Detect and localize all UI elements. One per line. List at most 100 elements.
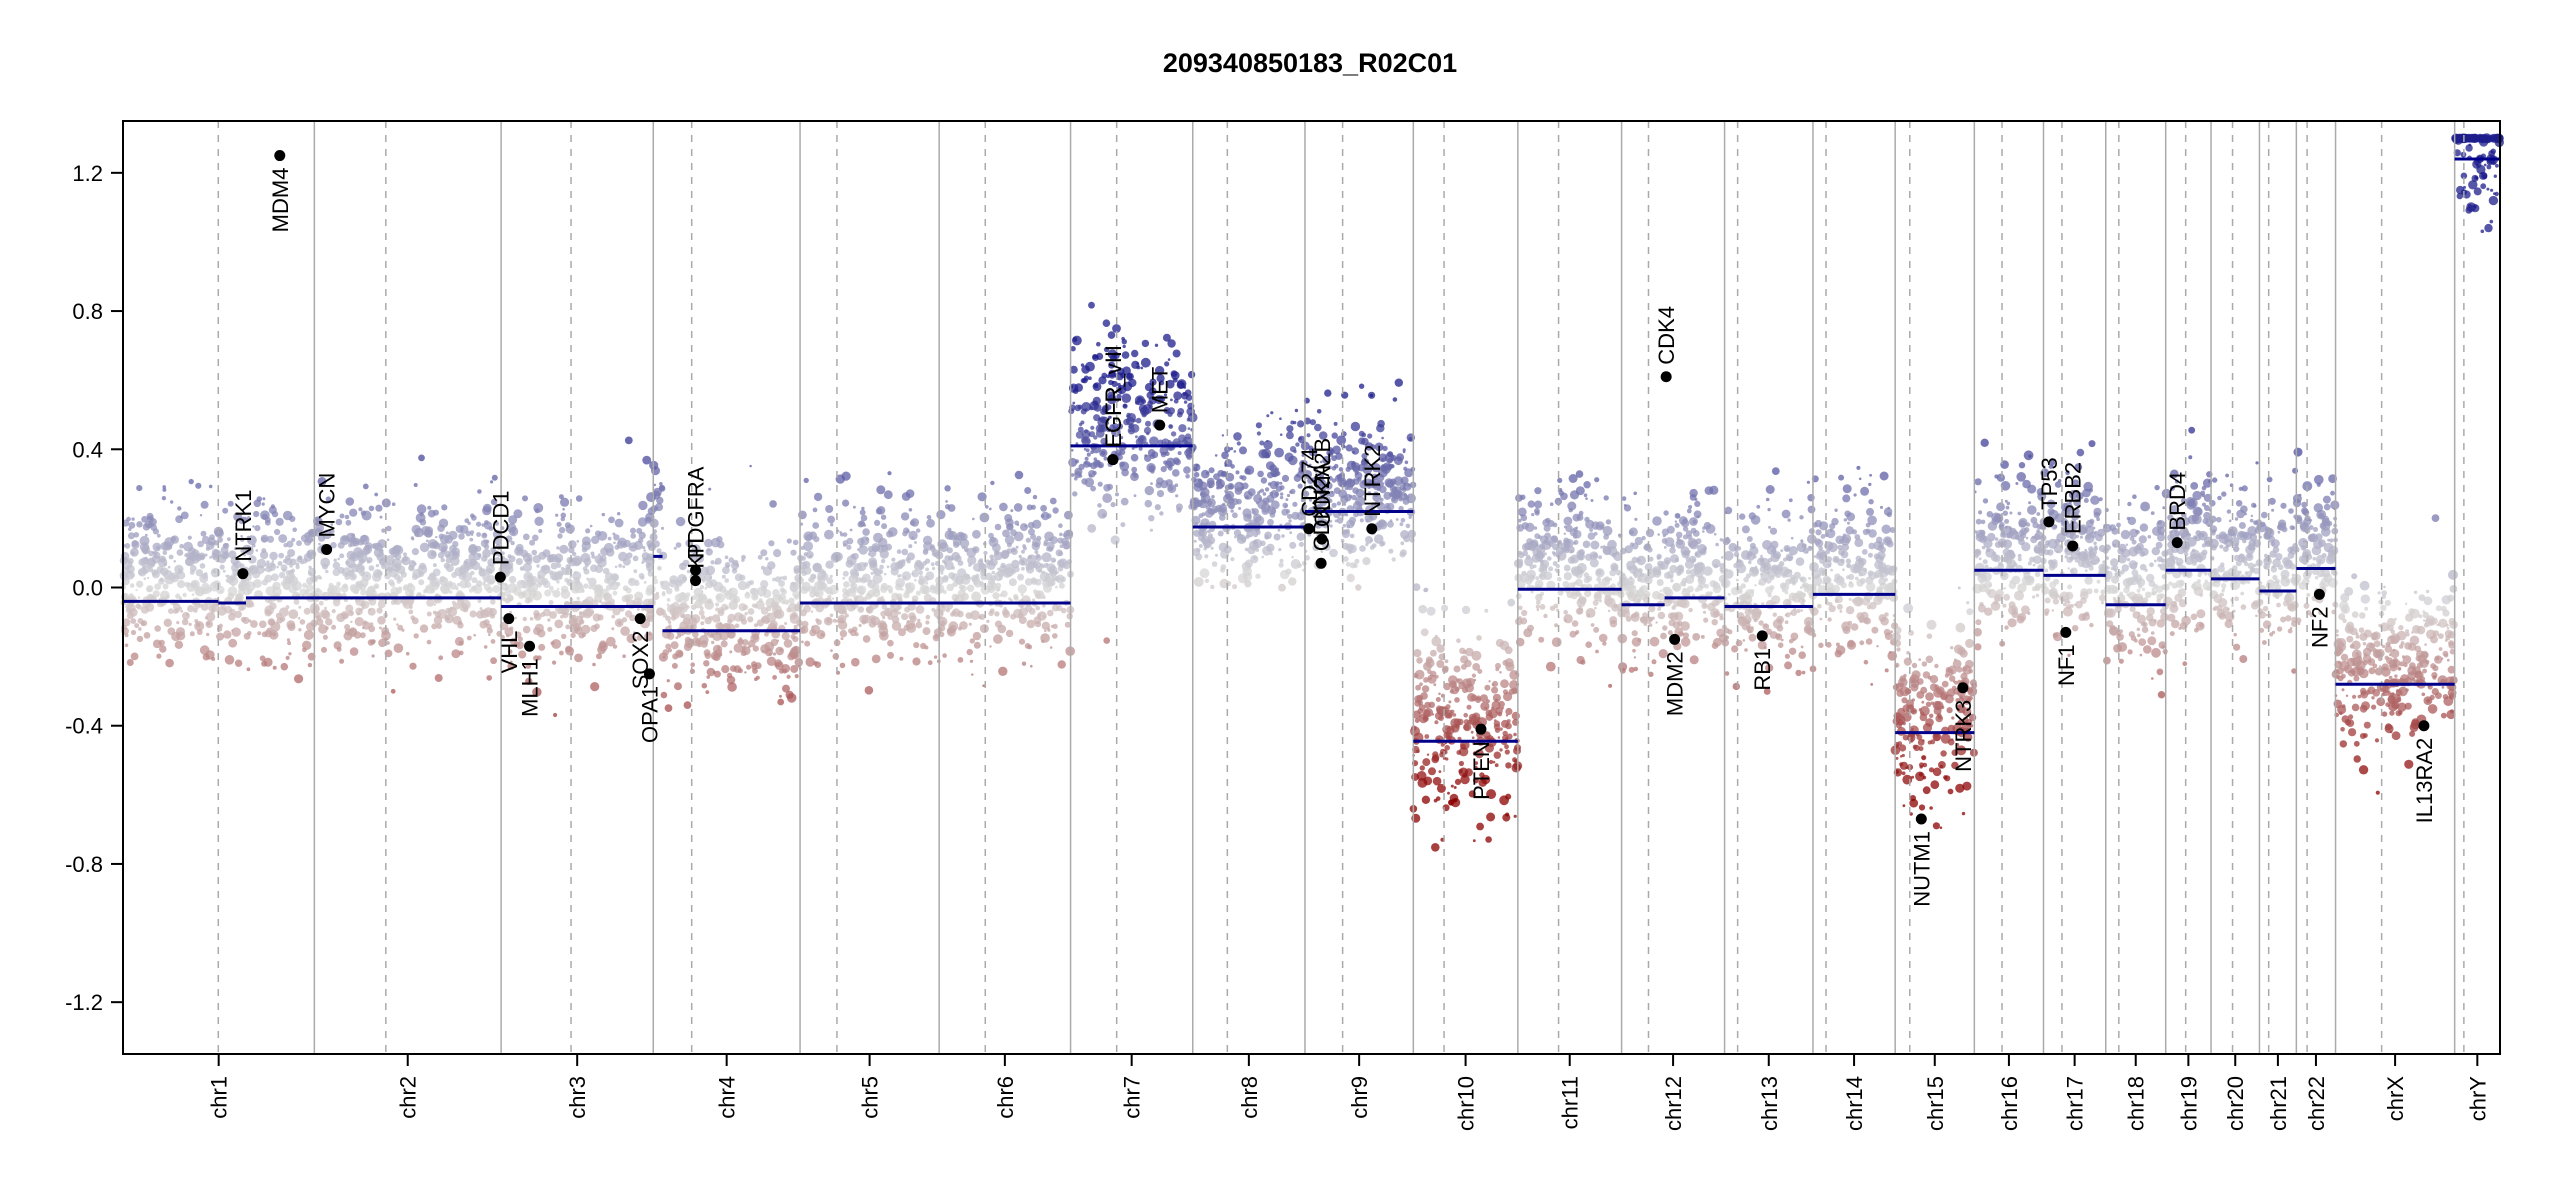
probe-point: [1795, 669, 1802, 677]
probe-point: [1762, 623, 1770, 630]
probe-point: [1349, 533, 1355, 539]
probe-point: [768, 540, 775, 547]
probe-point: [966, 648, 973, 656]
probe-point: [812, 507, 818, 513]
probe-point: [138, 558, 146, 566]
probe-point: [509, 626, 514, 631]
probe-point: [426, 611, 432, 617]
probe-point: [642, 546, 646, 550]
probe-point: [1740, 593, 1749, 601]
probe-point: [1021, 549, 1025, 554]
probe-point: [926, 515, 932, 520]
probe-point: [1657, 611, 1666, 620]
probe-point: [1707, 602, 1716, 612]
probe-point: [1806, 551, 1809, 554]
probe-point: [1040, 504, 1047, 512]
probe-point: [1817, 603, 1822, 609]
probe-point: [1035, 565, 1043, 573]
probe-point: [944, 560, 954, 571]
probe-point: [1200, 493, 1211, 504]
probe-point: [1279, 481, 1283, 485]
probe-point: [556, 521, 562, 527]
probe-points: [119, 133, 2504, 852]
probe-point: [488, 633, 491, 637]
probe-point: [167, 565, 171, 569]
probe-point: [278, 552, 285, 559]
probe-point: [803, 566, 812, 575]
probe-point: [804, 640, 811, 647]
probe-point: [560, 516, 565, 522]
probe-point: [1270, 500, 1280, 510]
probe-point: [1042, 604, 1046, 608]
probe-point: [289, 564, 293, 568]
probe-point: [337, 557, 341, 561]
probe-point: [643, 581, 647, 584]
probe-point: [1535, 576, 1540, 581]
probe-point: [1454, 686, 1460, 692]
probe-point: [679, 612, 686, 619]
probe-point: [318, 624, 328, 634]
probe-point: [1000, 550, 1009, 560]
probe-point: [912, 657, 921, 666]
probe-point: [486, 675, 493, 681]
probe-point: [447, 607, 458, 617]
probe-point: [1518, 605, 1523, 611]
probe-point: [1869, 601, 1877, 610]
probe-point: [204, 553, 208, 557]
probe-point: [558, 526, 566, 534]
probe-point: [1010, 509, 1014, 513]
probe-point: [1253, 539, 1258, 545]
probe-point: [1004, 535, 1015, 545]
probe-point: [880, 558, 886, 564]
probe-point: [1367, 433, 1373, 439]
probe-point: [789, 614, 800, 624]
probe-point: [225, 579, 229, 583]
probe-point: [1649, 636, 1660, 647]
probe-point: [733, 598, 738, 604]
probe-point: [986, 619, 990, 624]
probe-point: [995, 586, 1001, 592]
probe-point: [638, 537, 644, 543]
probe-point: [1863, 659, 1869, 665]
probe-point: [1233, 450, 1237, 453]
probe-point: [1633, 491, 1637, 496]
probe-point: [476, 521, 482, 527]
probe-point: [386, 641, 390, 645]
probe-point: [1652, 516, 1662, 526]
probe-point: [1013, 608, 1023, 619]
probe-point: [596, 653, 602, 660]
probe-point: [330, 523, 334, 526]
probe-point: [275, 612, 282, 619]
probe-point: [532, 687, 542, 697]
probe-point: [565, 564, 571, 570]
probe-point: [1173, 398, 1179, 404]
probe-point: [409, 605, 413, 609]
probe-point: [607, 536, 612, 541]
probe-point: [1058, 523, 1063, 528]
probe-point: [1230, 509, 1234, 513]
probe-point: [583, 583, 589, 589]
probe-point: [146, 512, 154, 520]
probe-point: [471, 577, 478, 584]
probe-point: [744, 612, 748, 616]
probe-point: [564, 601, 570, 607]
probe-point: [373, 583, 380, 590]
probe-point: [1290, 446, 1297, 453]
probe-point: [933, 655, 938, 659]
probe-point: [238, 583, 243, 588]
probe-point: [204, 572, 208, 576]
probe-point: [666, 679, 670, 683]
probe-point: [142, 565, 147, 569]
probe-point: [930, 562, 935, 567]
probe-point: [560, 585, 569, 593]
probe-point: [1389, 519, 1393, 523]
probe-point: [1404, 460, 1409, 465]
probe-point: [357, 552, 368, 563]
probe-point: [1463, 723, 1472, 732]
probe-point: [1791, 576, 1799, 584]
probe-point: [1255, 501, 1259, 505]
probe-point: [1787, 518, 1791, 522]
probe-point: [403, 552, 407, 557]
probe-point: [160, 590, 170, 601]
